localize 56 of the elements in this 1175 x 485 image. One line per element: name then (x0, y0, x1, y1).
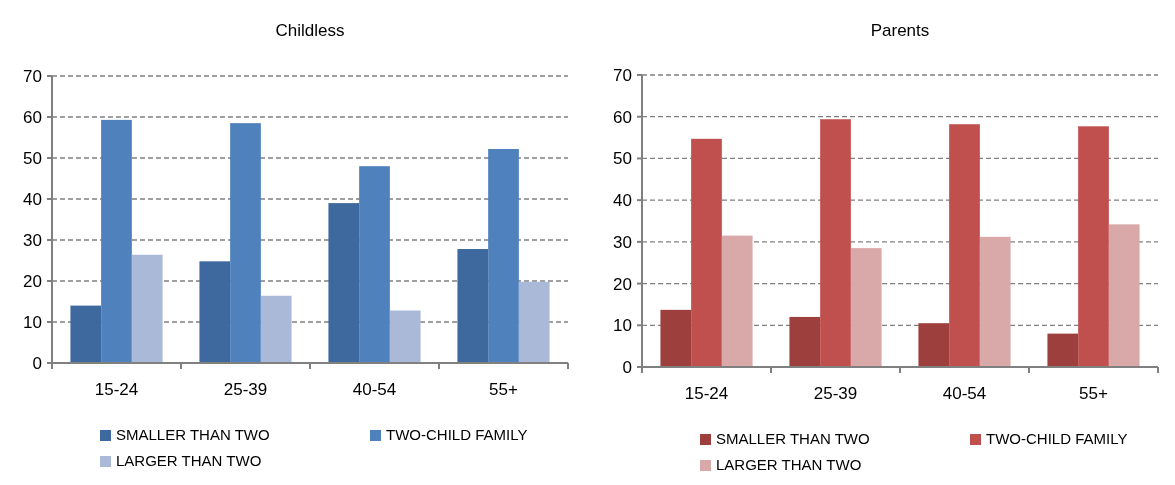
bar (359, 166, 390, 363)
y-tick-label: 40 (613, 191, 632, 211)
bar (1047, 333, 1079, 367)
legend-label: TWO-CHILD FAMILY (986, 430, 1128, 447)
legend-label: SMALLER THAN TWO (716, 430, 870, 447)
y-tick-label: 70 (23, 66, 42, 86)
y-tick-label: 60 (23, 107, 42, 127)
bar (70, 305, 102, 363)
bar (660, 309, 692, 367)
bar (789, 316, 821, 367)
bar (101, 119, 132, 363)
y-tick-label: 70 (613, 65, 632, 85)
legend-label: SMALLER THAN TWO (116, 426, 270, 443)
y-tick-label: 0 (622, 357, 632, 377)
chart-title: Childless (275, 21, 345, 40)
bar (199, 261, 231, 363)
legend-label: LARGER THAN TWO (116, 452, 262, 469)
bar (1108, 224, 1140, 367)
x-tick-label: 55+ (489, 380, 518, 399)
y-tick-label: 30 (23, 230, 42, 250)
x-tick-label: 25-39 (223, 380, 268, 399)
bar (1078, 126, 1109, 367)
bar (979, 236, 1011, 367)
y-tick-label: 20 (23, 271, 42, 291)
y-tick-label: 0 (32, 353, 42, 373)
y-tick-label: 60 (613, 107, 632, 127)
bar (457, 249, 489, 363)
bar (131, 254, 163, 363)
bar (820, 119, 851, 367)
bar (918, 323, 950, 367)
y-tick-label: 50 (613, 149, 632, 169)
x-tick-label: 55+ (1079, 384, 1108, 403)
legend-label: LARGER THAN TWO (716, 456, 862, 473)
y-tick-label: 40 (23, 189, 42, 209)
bar (260, 295, 292, 363)
y-tick-label: 10 (613, 316, 632, 336)
bar (949, 124, 980, 367)
bar (230, 123, 261, 363)
y-tick-label: 20 (613, 274, 632, 294)
bar (389, 310, 421, 363)
x-tick-label: 40-54 (942, 384, 987, 403)
bar (721, 235, 753, 367)
bar (518, 281, 550, 363)
x-tick-label: 40-54 (352, 380, 397, 399)
legend-label: TWO-CHILD FAMILY (386, 426, 528, 443)
y-tick-label: 30 (613, 232, 632, 252)
y-tick-label: 50 (23, 148, 42, 168)
x-tick-label: 15-24 (684, 384, 729, 403)
bar (850, 248, 882, 367)
chart-title: Parents (870, 21, 930, 40)
bar (328, 203, 360, 363)
y-tick-label: 10 (23, 312, 42, 332)
x-tick-label: 15-24 (94, 380, 139, 399)
bar (691, 138, 722, 367)
x-tick-label: 25-39 (813, 384, 858, 403)
bar (488, 148, 519, 363)
